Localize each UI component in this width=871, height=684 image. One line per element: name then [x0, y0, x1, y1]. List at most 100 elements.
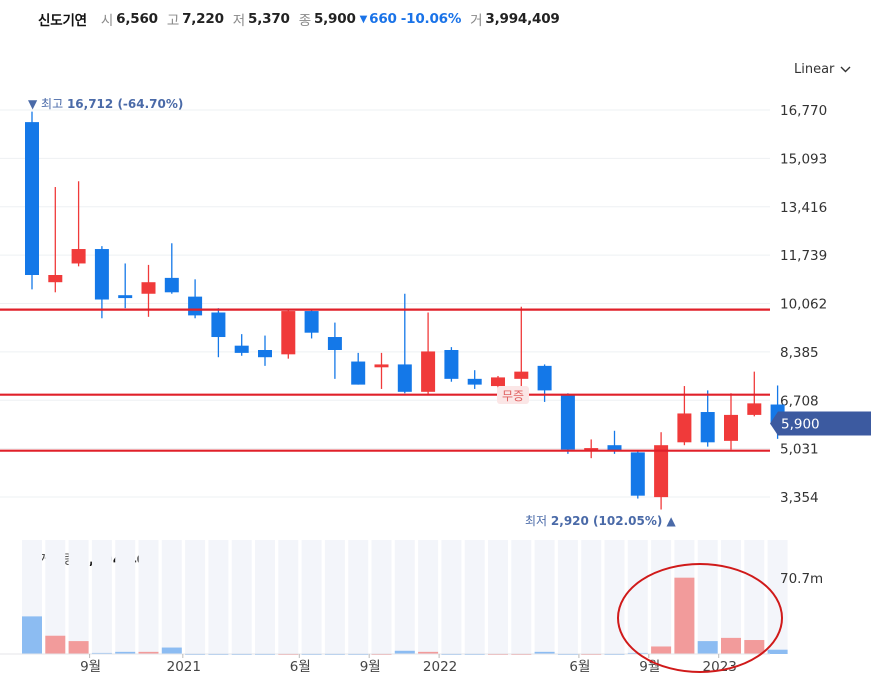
- volume-bg-column: [767, 540, 788, 654]
- volume-bg-column: [441, 540, 462, 654]
- volume-bar: [744, 640, 765, 654]
- quote-header: 신도기연 시 6,560 고 7,220 저 5,370 종 5,900 ▼ 6…: [38, 9, 569, 29]
- candle-body: [234, 345, 249, 353]
- stock-name: 신도기연: [38, 13, 87, 29]
- volume-bg-column: [627, 540, 648, 654]
- volume-bg-column: [161, 540, 182, 654]
- current-price-tag: [770, 411, 871, 436]
- volume-bg-column: [557, 540, 578, 654]
- volume-bg-column: [418, 540, 439, 654]
- down-triangle-icon: ▼: [359, 13, 368, 25]
- volume-bar: [115, 651, 136, 654]
- candle-body: [48, 275, 63, 283]
- scale-toggle-button[interactable]: Linear: [794, 62, 851, 77]
- high-label: 고: [166, 13, 180, 29]
- candle-body: [491, 377, 505, 387]
- candle-body: [164, 277, 179, 293]
- candle-body: [118, 295, 133, 299]
- volume-bar: [45, 635, 66, 654]
- close-value: 5,900: [313, 11, 356, 27]
- y-tick-label: 13,416: [780, 200, 827, 216]
- candle-body: [467, 378, 482, 385]
- y-tick-label: 3,354: [780, 490, 819, 506]
- volume-bg-column: [45, 540, 66, 654]
- volume-value: 3,994,409: [485, 11, 560, 27]
- min-annotation: 최저 2,920 (102.05%) ▲: [525, 514, 677, 528]
- current-price-label: 5,900: [781, 417, 820, 433]
- volume-bar: [138, 651, 159, 654]
- volume-bg-column: [68, 540, 89, 654]
- volume-bar: [68, 641, 89, 654]
- candle-body: [188, 296, 203, 316]
- candle-body: [141, 282, 156, 294]
- volume-bg-column: [581, 540, 602, 654]
- volume-bar: [674, 577, 695, 654]
- candle-body: [211, 312, 226, 338]
- x-tick-label: 2022: [423, 659, 457, 675]
- volume-bg-column: [115, 540, 136, 654]
- candle-body: [71, 249, 86, 264]
- volume-bg-column: [464, 540, 485, 654]
- scale-toggle-label: Linear: [794, 62, 835, 77]
- volume-bg-column: [651, 540, 672, 654]
- candle-body: [560, 394, 575, 450]
- open-label: 시: [100, 13, 114, 29]
- volume-bar: [394, 650, 415, 654]
- volume-bg-column: [231, 540, 252, 654]
- change-value: 660: [369, 11, 397, 27]
- volume-bg-column: [744, 540, 765, 654]
- candle-body: [25, 122, 39, 275]
- candle-body: [514, 371, 529, 379]
- candle-body: [444, 350, 459, 379]
- open-value: 6,560: [116, 11, 158, 27]
- candle-body: [258, 350, 272, 358]
- y-tick-label: 6,708: [780, 393, 819, 409]
- candle-body: [94, 249, 109, 300]
- volume-bg-column: [394, 540, 415, 654]
- max-annotation: ▼ 최고 16,712 (-64.70%): [28, 97, 183, 111]
- noneq-marker: 무증: [502, 389, 524, 403]
- volume-bg-column: [371, 540, 392, 654]
- volume-bar: [161, 647, 182, 654]
- candle-body: [281, 311, 296, 355]
- close-label: 종: [298, 13, 311, 29]
- volume-bar: [22, 616, 42, 654]
- y-tick-label: 11,739: [780, 248, 827, 264]
- chevron-down-icon: [840, 66, 851, 73]
- candle-body: [747, 403, 762, 415]
- candle-body: [397, 364, 412, 392]
- volume-bg-column: [208, 540, 229, 654]
- candle-body: [584, 448, 599, 451]
- volume-axis-tick: 70.7m: [780, 571, 823, 587]
- y-tick-label: 5,031: [780, 442, 819, 458]
- volume-bg-column: [488, 540, 508, 654]
- x-tick-label: 9월: [360, 659, 381, 675]
- low-label: 저: [232, 13, 245, 29]
- volume-bg-column: [255, 540, 275, 654]
- candle-body: [327, 337, 342, 350]
- volume-bg-column: [697, 540, 718, 654]
- x-tick-label: 2021: [167, 659, 201, 675]
- highlight-ellipse: [617, 563, 783, 673]
- volume-bg-column: [604, 540, 625, 654]
- candle-body: [677, 413, 692, 443]
- volume-bg-column: [348, 540, 369, 654]
- y-tick-label: 15,093: [780, 151, 827, 167]
- volume-bg-column: [324, 540, 345, 654]
- volume-bar: [697, 641, 718, 654]
- high-value: 7,220: [182, 11, 224, 27]
- candle-body: [630, 452, 645, 496]
- volume-bar: [767, 649, 788, 654]
- volume-bar: [418, 651, 439, 654]
- volume-bg-column: [534, 540, 555, 654]
- volume-bar: [534, 651, 555, 654]
- candle-body: [700, 412, 715, 443]
- volume-bg-column: [138, 540, 159, 654]
- volume-bg-column: [301, 540, 322, 654]
- candle-body: [537, 365, 552, 391]
- candle-body: [724, 414, 738, 441]
- x-tick-label: 6월: [290, 659, 311, 675]
- candle-body: [654, 445, 669, 498]
- volume-bg-column: [91, 540, 112, 654]
